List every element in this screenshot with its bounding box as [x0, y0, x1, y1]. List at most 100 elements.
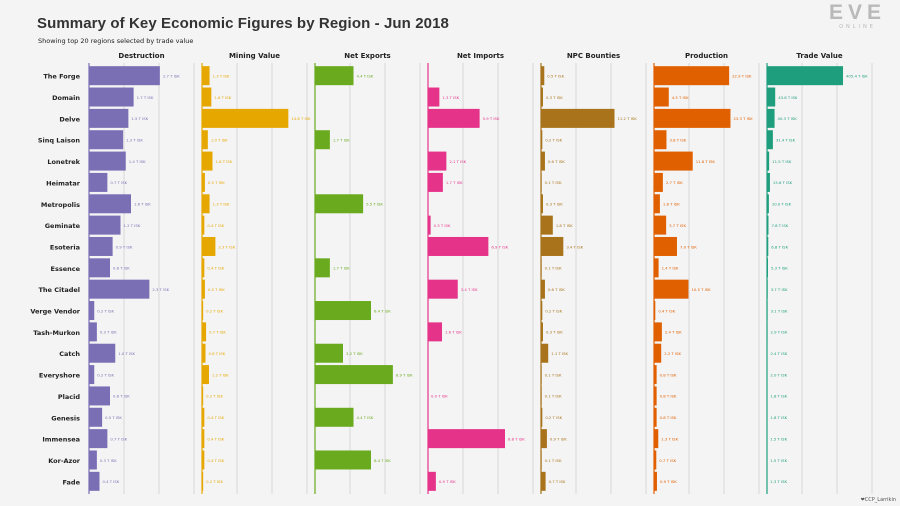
logo-text: EVE	[828, 1, 886, 24]
data-label-npc-bounties-immensea: 0.9 T ISK	[550, 436, 567, 441]
data-label-mining-value-kor-azor: 0.4 T ISK	[207, 458, 224, 463]
chart-subtitle: Showing top 20 regions selected by trade…	[38, 37, 194, 45]
bar-mining-value-verge-vendor	[202, 301, 204, 321]
bar-destruction-esoteria	[89, 236, 113, 256]
data-label-mining-value-essence: 0.4 T ISK	[207, 266, 224, 271]
data-label-production-domain: 4.5 T ISK	[672, 95, 689, 100]
bar-npc-bounties-placid	[541, 386, 542, 406]
data-label-mining-value-immensea: 0.4 T ISK	[207, 436, 224, 441]
data-label-net-imports-delve: 5.9 T ISK	[483, 116, 500, 121]
data-label-mining-value-verge-vendor: 0.2 T ISK	[206, 308, 223, 313]
bar-net-exports-verge-vendor	[315, 301, 371, 321]
bar-mining-value-tash-murkon	[202, 322, 207, 342]
bar-npc-bounties-geminate	[541, 215, 553, 235]
bar-trade-value-lonetrek	[767, 151, 770, 171]
data-label-net-exports-essence: 1.7 T ISK	[333, 266, 350, 271]
data-label-npc-bounties-lonetrek: 0.6 T ISK	[548, 159, 565, 164]
logo-subtext: ONLINE	[839, 24, 876, 30]
region-label-metropolis: Metropolis	[41, 201, 80, 209]
bar-production-everyshore	[654, 365, 657, 385]
bar-mining-value-essence	[202, 258, 205, 278]
bar-npc-bounties-essence	[541, 258, 542, 278]
data-label-mining-value-domain: 1.6 T ISK	[214, 95, 231, 100]
data-label-production-immensea: 1.3 T ISK	[661, 436, 678, 441]
data-label-net-imports-tash-murkon: 1.6 T ISK	[445, 330, 462, 335]
bar-destruction-delve	[89, 108, 129, 128]
data-label-net-imports-fade: 0.9 T ISK	[439, 479, 456, 484]
data-label-npc-bounties-genesis: 0.2 T ISK	[545, 415, 562, 420]
bar-destruction-domain	[89, 87, 134, 107]
data-label-production-kor-azor: 0.7 T ISK	[659, 458, 676, 463]
data-label-destruction-tash-murkon: 0.3 T ISK	[100, 330, 117, 335]
bar-production-domain	[654, 87, 669, 107]
data-label-net-imports-geminate: 0.3 T ISK	[434, 223, 451, 228]
bar-npc-bounties-delve	[541, 108, 615, 128]
region-label-geminate: Geminate	[45, 222, 81, 230]
bar-production-metropolis	[654, 194, 660, 214]
data-label-production-placid: 0.8 T ISK	[660, 394, 677, 399]
bar-mining-value-domain	[202, 87, 212, 107]
data-label-npc-bounties-essence: 0.1 T ISK	[545, 266, 562, 271]
bar-trade-value-the-citadel	[767, 279, 768, 299]
data-label-production-the-citadel: 10.5 T ISK	[691, 287, 711, 292]
bar-npc-bounties-heimatar	[541, 172, 542, 192]
bar-net-exports-everyshore	[315, 365, 393, 385]
bar-net-exports-sinq-laison	[315, 130, 330, 150]
column-header-net-imports: Net Imports	[457, 52, 504, 60]
data-label-production-essence: 1.4 T ISK	[662, 266, 679, 271]
bar-destruction-the-citadel	[89, 279, 150, 299]
bar-trade-value-tash-murkon	[767, 322, 768, 342]
data-label-production-sinq-laison: 3.8 T ISK	[669, 138, 686, 143]
data-label-production-delve: 23.3 T ISK	[733, 116, 753, 121]
bar-production-the-citadel	[654, 279, 689, 299]
data-label-trade-value-kor-azor: 1.5 T ISK	[770, 458, 787, 463]
region-label-essence: Essence	[51, 265, 81, 273]
column-header-net-exports: Net Exports	[344, 52, 390, 60]
bar-production-geminate	[654, 215, 667, 235]
data-label-destruction-genesis: 0.5 T ISK	[105, 415, 122, 420]
data-label-trade-value-immensea: 1.5 T ISK	[770, 436, 787, 441]
bar-npc-bounties-kor-azor	[541, 450, 542, 470]
chart-title: Summary of Key Economic Figures by Regio…	[37, 15, 449, 32]
bar-npc-bounties-sinq-laison	[541, 130, 543, 150]
bar-destruction-genesis	[89, 407, 103, 427]
data-label-destruction-immensea: 0.7 T ISK	[110, 436, 127, 441]
data-label-trade-value-esoteria: 6.8 T ISK	[771, 244, 788, 249]
bar-net-exports-genesis	[315, 407, 354, 427]
bar-destruction-heimatar	[89, 172, 108, 192]
data-label-production-verge-vendor: 0.4 T ISK	[658, 308, 675, 313]
data-label-production-fade: 0.9 T ISK	[660, 479, 677, 484]
bar-destruction-placid	[89, 386, 110, 406]
bar-production-placid	[654, 386, 657, 406]
data-label-destruction-esoteria: 0.9 T ISK	[116, 244, 133, 249]
region-label-delve: Delve	[59, 115, 80, 123]
region-label-heimatar: Heimatar	[46, 179, 81, 187]
bar-mining-value-immensea	[202, 429, 205, 449]
region-label-immensea: Immensea	[42, 436, 80, 444]
data-label-trade-value-placid: 1.8 T ISK	[770, 394, 787, 399]
data-label-trade-value-lonetrek: 11.5 T ISK	[772, 159, 792, 164]
data-label-npc-bounties-heimatar: 0.1 T ISK	[545, 180, 562, 185]
bar-mining-value-delve	[202, 108, 289, 128]
data-label-npc-bounties-esoteria: 3.4 T ISK	[566, 244, 583, 249]
column-header-production: Production	[685, 52, 728, 60]
data-label-npc-bounties-delve: 11.2 T ISK	[618, 116, 638, 121]
data-label-npc-bounties-everyshore: 0.1 T ISK	[545, 372, 562, 377]
bar-destruction-lonetrek	[89, 151, 126, 171]
data-label-mining-value-geminate: 0.4 T ISK	[207, 223, 224, 228]
data-label-mining-value-esoteria: 2.3 T ISK	[218, 244, 235, 249]
data-label-net-exports-everyshore: 8.9 T ISK	[396, 372, 413, 377]
data-label-npc-bounties-tash-murkon: 0.3 T ISK	[546, 330, 563, 335]
bar-destruction-immensea	[89, 429, 108, 449]
data-label-npc-bounties-the-citadel: 0.6 T ISK	[548, 287, 565, 292]
bar-production-delve	[654, 108, 731, 128]
data-label-trade-value-metropolis: 10.0 T ISK	[772, 202, 792, 207]
data-label-mining-value-lonetrek: 1.8 T ISK	[216, 159, 233, 164]
bar-mining-value-lonetrek	[202, 151, 213, 171]
data-label-production-heimatar: 2.7 T ISK	[666, 180, 683, 185]
bar-trade-value-domain	[767, 87, 776, 107]
bar-production-the-forge	[654, 66, 730, 86]
data-label-trade-value-geminate: 7.8 T ISK	[771, 223, 788, 228]
region-label-lonetrek: Lonetrek	[47, 158, 80, 166]
